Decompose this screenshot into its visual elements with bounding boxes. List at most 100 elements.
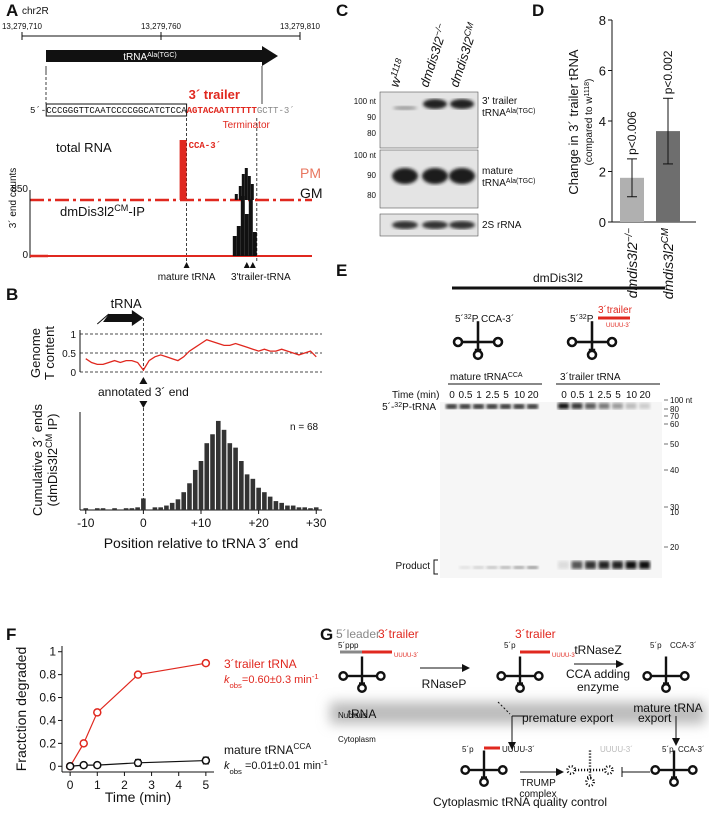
gel-band [571,561,583,569]
histogram-bar [239,461,244,510]
g-label-part: 5´p [650,641,662,650]
histogram-bar [221,429,227,510]
y-axis-label-part: (compared to w [584,96,595,166]
arrow-stem [96,313,110,325]
g-label: 5´ppp [338,641,359,650]
x-tick-label-part: 5 [203,778,210,792]
size-marker-part: 80 [367,191,376,200]
y-tick-label: 8 [599,13,606,28]
histogram-bar [94,508,100,510]
gel-band [527,566,538,569]
x-tick-label: 1 [94,778,101,792]
y-axis-label-part: 3´ end counts [7,168,19,229]
g-label: 5´leader [336,627,380,641]
x-tick-label-part: -10 [77,516,95,530]
size-marker: 80 [367,191,376,200]
time-value-part: 0.5 [571,390,585,401]
panel-label-part: E [336,261,347,280]
sequence-part: AGTACAATTTTTT [187,106,258,116]
icon-loop [375,671,386,681]
trailer-trna-label-part: 3'trailer-tRNA [231,272,291,283]
x-tick-label-part: 0 [67,778,74,792]
gel-band [422,168,448,184]
time-value: 0 [449,390,455,401]
time-value-part: 20 [639,390,651,401]
g-label: mature tRNA [633,701,702,715]
histogram-bar [227,443,233,510]
p-value-part: p<0.006 [625,111,639,155]
histogram-bar [290,505,296,510]
substrate-label-part: 32 [464,314,472,321]
time-value-part: 5 [615,390,621,401]
g-label-part: UUUU-3´ [502,745,535,754]
band-label-part: Ala(TGC) [506,178,536,185]
size-marker-part: 20 [670,543,679,552]
x-tick-label: 5 [203,778,210,792]
y-tick-label-part: 8 [599,13,606,28]
triangle [139,401,148,408]
g-label: CCA-3´ [670,641,697,650]
gel-band [422,221,448,229]
sequence-part: CCCGGGTTCAATCCCCGGCATCTCCA [46,106,187,116]
g-label-part: 5´ppp [338,641,359,650]
pm-label-part: PM [300,165,321,181]
band-label-part: mature [482,166,514,177]
g-label: UUUU-3´ [600,745,633,754]
substrate-label-part: 5´ [570,313,579,325]
g-label: 3´trailer [515,627,556,641]
time-value: 0.5 [459,390,473,401]
data-point [93,708,102,717]
trna-icon [452,321,504,361]
time-value: 0.5 [571,390,585,401]
size-marker: 30 [670,503,679,512]
trna-icon [650,750,698,787]
g-label: 5´p [662,745,674,754]
y-tick-label: 0.5 [62,349,76,360]
substrate-label-part: P [587,314,594,325]
rate-label-part: =0.01±0.01 min [242,760,321,772]
g-label-part: UUUU-3´ [600,745,633,754]
gel-band [527,404,538,409]
substrate-label-part: 5´ [455,313,464,325]
annotated-label-part: annotated 3´ end [98,385,189,399]
x-tick-label-part: CM [660,227,671,243]
trna-icon [566,321,618,361]
gel-band [598,561,610,569]
arrowhead [508,742,516,750]
size-marker-part: 90 [367,171,376,180]
size-marker-part: 70 [670,412,679,421]
size-marker-part: 50 [670,440,679,449]
size-marker: 80 [670,405,679,414]
g-label: premature export [522,711,614,725]
count-bar [252,232,257,256]
terminator-label: Terminator [223,120,271,131]
trna-arrow [103,310,144,326]
x-axis-label-part: Position relative to tRNA 3´ end [104,535,299,551]
time-value-part: 2.5 [486,390,500,401]
lane-label: w1118 [386,57,410,89]
count-bar [236,226,241,256]
coord-label-part: 13,279,810 [280,22,321,31]
gel-band [612,561,623,569]
g-label: Nucleus [338,711,367,720]
trailer-label-part: 3´ trailer [189,87,240,102]
trna-icon [642,656,690,693]
x-tick-label-part: 3 [148,778,155,792]
g-label-part: UUUU-3´ [552,653,577,659]
histogram-bar [204,443,210,510]
y-tick-label: 0 [599,215,606,230]
g-label: 5´p [504,641,516,650]
y-tick-label: 0 [22,250,28,261]
data-point [79,739,88,748]
rate-label-part: -1 [321,758,328,767]
gel-band [585,561,596,569]
track-label-part: total RNA [56,140,112,155]
size-marker: 80 [367,129,376,138]
series-label-part: 3´trailer tRNA [224,657,297,671]
y-tick-label-part: 0.4 [39,713,56,727]
rate-label-part: k [224,760,230,772]
panel-label: G [320,625,333,644]
size-marker: 90 [367,113,376,122]
x-tick-label: dmdis3l2CM [660,227,677,299]
